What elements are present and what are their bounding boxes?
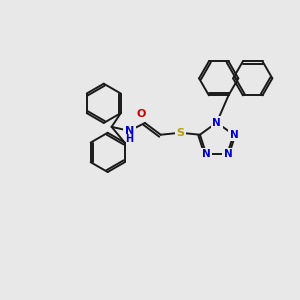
Text: N: N	[124, 126, 134, 136]
Text: N: N	[202, 149, 211, 160]
Text: O: O	[136, 109, 146, 119]
Text: H: H	[125, 134, 133, 144]
Text: N: N	[230, 130, 239, 140]
Text: N: N	[212, 118, 221, 128]
Text: S: S	[176, 128, 184, 138]
Text: N: N	[224, 149, 233, 160]
